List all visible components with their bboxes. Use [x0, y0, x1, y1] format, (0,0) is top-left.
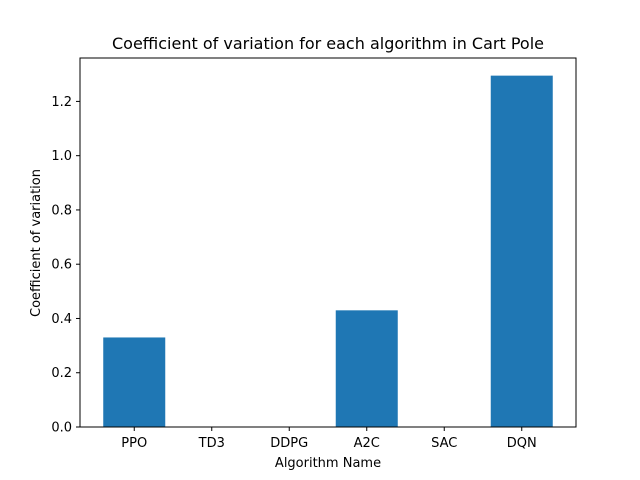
plot-frame — [79, 57, 577, 428]
y-tick-label: 1.0 — [51, 149, 72, 164]
x-tick-label: A2C — [354, 436, 380, 451]
x-tick-label: PPO — [121, 436, 147, 451]
x-tick-label: DQN — [507, 436, 537, 451]
chart-title: Coefficient of variation for each algori… — [112, 34, 544, 53]
x-tick-label: TD3 — [198, 436, 225, 451]
bar-dqn — [490, 75, 553, 427]
y-tick-label: 0.0 — [51, 421, 72, 436]
y-tick-label: 0.6 — [51, 258, 72, 273]
x-tick-label: SAC — [431, 436, 457, 451]
x-tick-label: DDPG — [270, 436, 308, 451]
bar-ppo — [103, 337, 166, 427]
y-axis-label: Coefficient of variation — [29, 169, 44, 317]
x-axis-ticks: PPO TD3 DDPG A2C SAC DQN — [121, 427, 537, 451]
y-axis-ticks: 0.0 0.2 0.4 0.6 0.8 1.0 1.2 — [51, 95, 80, 436]
bar-a2c — [335, 310, 398, 427]
axes-layer — [79, 57, 577, 428]
x-axis-label: Algorithm Name — [275, 456, 381, 471]
y-tick-label: 0.4 — [51, 312, 72, 327]
y-tick-label: 1.2 — [51, 95, 72, 110]
bars-layer — [103, 75, 553, 427]
y-tick-label: 0.2 — [51, 366, 72, 381]
y-tick-label: 0.8 — [51, 203, 72, 218]
